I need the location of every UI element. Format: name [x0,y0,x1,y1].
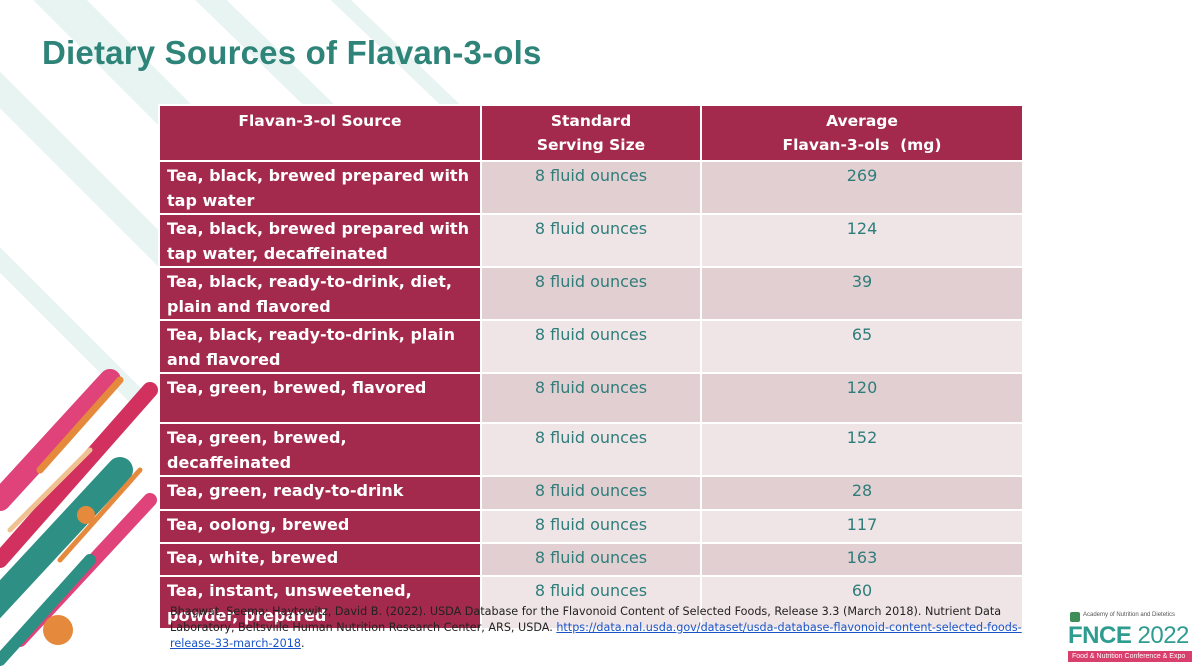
row-source: Tea, black, brewed prepared with tap wat… [158,160,482,215]
row-source: Tea, black, ready-to-drink, plain and fl… [158,319,482,374]
fnce-logo-name: FNCE [1068,622,1132,649]
row-serving: 8 fluid ounces [480,575,702,630]
row-amount: 124 [700,213,1024,268]
academy-logo-text: Academy of Nutrition and Dietetics [1083,612,1176,618]
table-row: Tea, green, brewed, flavored 8 fluid oun… [158,372,1024,424]
row-source: Tea, green, brewed, decaffeinated [158,422,482,477]
table-row: Tea, white, brewed 8 fluid ounces 163 [158,542,1024,577]
row-serving: 8 fluid ounces [480,509,702,544]
slide-title: Dietary Sources of Flavan-3-ols [42,34,542,71]
table-row: Tea, green, ready-to-drink 8 fluid ounce… [158,475,1024,511]
row-serving: 8 fluid ounces [480,213,702,268]
row-serving: 8 fluid ounces [480,160,702,215]
table-header-row: Flavan-3-ol Source Standard Serving Size … [158,104,1024,162]
row-source: Tea, oolong, brewed [158,509,482,544]
row-amount: 28 [700,475,1024,511]
citation-text: Bhagwat, Seema; Haytowitz, David B. (202… [170,605,1002,634]
row-amount: 39 [700,266,1024,321]
row-amount: 120 [700,372,1024,424]
row-amount: 60 [700,575,1024,630]
table-row: Tea, instant, unsweetened, powder, prepa… [158,575,1024,630]
row-serving: 8 fluid ounces [480,372,702,424]
table-row: Tea, oolong, brewed 8 fluid ounces 117 [158,509,1024,544]
flavanol-sources-table: Flavan-3-ol Source Standard Serving Size … [158,104,1024,630]
row-source: Tea, black, brewed prepared with tap wat… [158,213,482,268]
row-source: Tea, instant, unsweetened, powder, prepa… [158,575,482,630]
row-amount: 269 [700,160,1024,215]
row-serving: 8 fluid ounces [480,319,702,374]
table-row: Tea, black, ready-to-drink, diet, plain … [158,266,1024,321]
row-serving: 8 fluid ounces [480,422,702,477]
citation: Bhagwat, Seema; Haytowitz, David B. (202… [170,604,1050,652]
table-row: Tea, black, brewed prepared with tap wat… [158,160,1024,215]
citation-end: . [300,637,305,650]
row-serving: 8 fluid ounces [480,475,702,511]
row-amount: 152 [700,422,1024,477]
row-source: Tea, white, brewed [158,542,482,577]
row-source: Tea, green, ready-to-drink [158,475,482,511]
academy-logo-icon [1070,612,1080,622]
citation-link[interactable]: https://data.nal.usda.gov/dataset/usda-d… [170,621,1022,650]
table-row: Tea, black, ready-to-drink, plain and fl… [158,319,1024,374]
header-source: Flavan-3-ol Source [158,104,482,162]
row-amount: 117 [700,509,1024,544]
fnce-tagline: Food & Nutrition Conference & Expo [1068,651,1192,662]
header-average-flavanols: Average Flavan-3-ols (mg) [700,104,1024,162]
row-source: Tea, green, brewed, flavored [158,372,482,424]
academy-logo: Academy of Nutrition and Dietetics [1070,612,1190,626]
row-serving: 8 fluid ounces [480,542,702,577]
table-row: Tea, black, brewed prepared with tap wat… [158,213,1024,268]
table-row: Tea, green, brewed, decaffeinated 8 flui… [158,422,1024,477]
fnce-logo: FNCE 2022 [1068,624,1189,648]
row-amount: 65 [700,319,1024,374]
row-amount: 163 [700,542,1024,577]
fnce-logo-year: 2022 [1137,622,1190,649]
row-source: Tea, black, ready-to-drink, diet, plain … [158,266,482,321]
header-serving-size: Standard Serving Size [480,104,702,162]
row-serving: 8 fluid ounces [480,266,702,321]
